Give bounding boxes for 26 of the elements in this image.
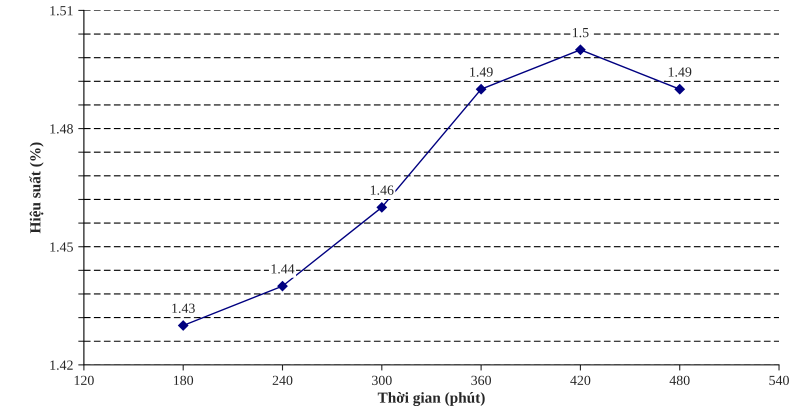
data-label: 1.46 [370,185,394,195]
y-axis-title: Hiệu suất (%) [29,142,44,234]
point [476,84,486,94]
x-tick-label: 120 [74,376,94,386]
point [376,202,387,212]
data-label: 1.49 [470,67,493,77]
y-tick-label: 1.45 [50,242,73,252]
data-label: 1.5 [572,28,589,38]
x-axis-title: Thời gian (phút) [378,392,485,406]
data-label: 1.44 [272,264,294,274]
point [277,280,288,292]
y-tick-label: 1.42 [50,360,73,370]
point [178,320,188,331]
point [575,44,586,55]
x-tick-label: 420 [570,376,590,386]
point [674,84,685,94]
x-tick-label: 240 [272,376,292,386]
x-tick-label: 300 [372,376,392,386]
x-tick-label: 480 [670,376,690,386]
x-tick-label: 180 [174,376,194,386]
x-tick-label: 360 [471,376,491,386]
data-label: 1.43 [172,304,195,314]
y-tick-label: 1.51 [50,6,73,16]
y-tick-label: 1.48 [50,124,73,134]
x-tick-label: 540 [769,376,789,386]
data-label: 1.49 [668,67,692,77]
